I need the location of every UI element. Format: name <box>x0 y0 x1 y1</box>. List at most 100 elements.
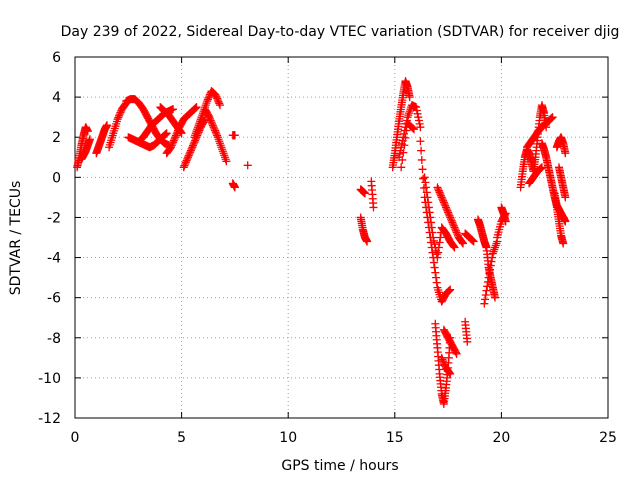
data-point <box>197 113 206 122</box>
data-point <box>436 191 445 200</box>
data-point <box>397 163 406 172</box>
data-point <box>215 99 224 108</box>
data-point <box>420 173 429 182</box>
data-point <box>414 113 423 122</box>
data-point <box>171 133 180 142</box>
data-point <box>435 188 444 197</box>
data-point <box>180 161 189 170</box>
y-tick-label: -10 <box>38 371 61 387</box>
x-axis-label: GPS time / hours <box>281 458 398 474</box>
y-tick-label: -8 <box>47 331 61 347</box>
data-point <box>432 250 441 259</box>
data-point <box>468 236 477 245</box>
y-tick-label: 4 <box>52 90 61 106</box>
data-point <box>181 159 190 168</box>
data-point <box>115 111 124 120</box>
data-point <box>398 155 407 164</box>
data-point <box>434 186 443 195</box>
data-point <box>429 236 438 245</box>
data-point <box>488 253 497 262</box>
data-point <box>173 128 182 137</box>
data-point <box>204 93 213 102</box>
data-point <box>459 239 468 248</box>
data-point <box>169 105 178 114</box>
data-point <box>211 128 220 137</box>
data-point <box>445 211 454 220</box>
x-tick-label: 5 <box>177 430 186 446</box>
data-point <box>220 153 229 162</box>
data-point <box>213 96 222 105</box>
data-point <box>429 258 438 267</box>
data-point <box>481 290 490 299</box>
data-point <box>446 285 455 294</box>
data-point <box>491 293 500 302</box>
data-point <box>214 97 223 106</box>
data-point <box>446 213 455 222</box>
data-point <box>161 130 170 139</box>
data-point <box>451 225 460 234</box>
data-point <box>172 129 181 138</box>
data-point <box>210 124 219 133</box>
data-point <box>416 123 425 132</box>
data-point <box>191 103 200 112</box>
data-point <box>469 237 478 246</box>
data-point <box>219 149 228 158</box>
data-point <box>216 141 225 150</box>
data-point <box>230 183 239 192</box>
data-point <box>217 143 226 152</box>
data-point <box>424 203 433 212</box>
data-point <box>215 139 224 148</box>
data-point <box>208 119 217 128</box>
data-point <box>486 261 495 270</box>
data-point <box>169 136 178 145</box>
y-tick-label: -4 <box>47 251 61 267</box>
x-tick-label: 20 <box>492 430 510 446</box>
data-point <box>439 357 448 366</box>
data-point <box>430 263 439 272</box>
data-point <box>445 286 454 295</box>
x-tick-label: 10 <box>279 430 297 446</box>
y-tick-label: 6 <box>52 50 61 66</box>
data-point <box>186 148 195 157</box>
data-point <box>536 164 545 173</box>
data-point <box>192 127 201 136</box>
data-point <box>218 145 227 154</box>
axis-ticks: 0 5 10 15 20 25 -12 -10 -8 -6 -4 -2 0 2 4 6 <box>38 50 617 446</box>
chart-title: Day 239 of 2022, Sidereal Day-to-day VTE… <box>61 24 620 40</box>
data-point <box>463 337 472 346</box>
data-point <box>437 193 446 202</box>
data-point <box>220 151 229 160</box>
data-point <box>446 369 455 378</box>
data-point <box>208 121 217 130</box>
data-point <box>450 243 459 252</box>
data-point <box>360 189 369 198</box>
data-point <box>439 196 448 205</box>
data-point <box>194 121 203 130</box>
data-point <box>413 109 422 118</box>
data-point <box>446 215 455 224</box>
data-point <box>168 139 177 148</box>
data-point <box>400 141 409 150</box>
data-point <box>438 355 447 364</box>
data-point <box>205 92 214 101</box>
data-point <box>188 143 197 152</box>
data-point <box>187 144 196 153</box>
data-point <box>444 208 453 217</box>
data-point <box>419 174 428 183</box>
data-point <box>486 265 495 274</box>
data-point <box>205 113 214 122</box>
data-point <box>186 146 195 155</box>
data-point <box>441 201 450 210</box>
y-tick-label: 0 <box>52 170 61 186</box>
data-point <box>213 94 222 103</box>
data-point <box>445 368 454 377</box>
data-point <box>449 242 458 251</box>
data-point <box>433 183 442 192</box>
data-point <box>439 198 448 207</box>
data-point <box>434 248 443 257</box>
data-point <box>169 138 178 147</box>
data-point <box>221 155 230 164</box>
data-point <box>458 238 467 247</box>
data-point <box>448 218 457 227</box>
